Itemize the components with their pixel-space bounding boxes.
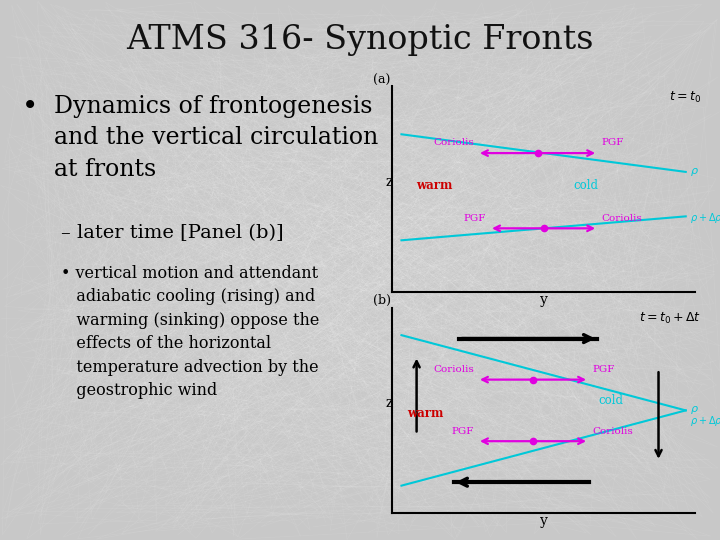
Text: warm: warm (408, 407, 444, 420)
Text: warm: warm (417, 179, 453, 192)
X-axis label: y: y (540, 515, 547, 528)
X-axis label: y: y (540, 293, 547, 307)
Text: cold: cold (598, 394, 623, 407)
Text: ATMS 316- Synoptic Fronts: ATMS 316- Synoptic Fronts (126, 24, 594, 56)
Text: $t = t_0$: $t = t_0$ (669, 90, 701, 105)
Text: PGF: PGF (464, 214, 486, 223)
Text: $t = t_0 + \Delta t$: $t = t_0 + \Delta t$ (639, 311, 701, 326)
Y-axis label: z: z (386, 396, 393, 410)
Text: $\rho$: $\rho$ (690, 404, 699, 416)
Text: Coriolis: Coriolis (433, 365, 474, 374)
Y-axis label: z: z (386, 175, 393, 189)
Text: – later time [Panel (b)]: – later time [Panel (b)] (61, 224, 284, 242)
Text: cold: cold (574, 179, 599, 192)
Text: PGF: PGF (601, 138, 624, 146)
Text: PGF: PGF (451, 427, 474, 436)
Text: $\rho + \Delta\rho$: $\rho + \Delta\rho$ (690, 414, 720, 428)
Text: •: • (22, 94, 38, 122)
Text: Coriolis: Coriolis (592, 427, 633, 436)
Text: (b): (b) (373, 293, 391, 307)
Text: $\rho$: $\rho$ (690, 166, 699, 178)
Text: $\rho + \Delta\rho$: $\rho + \Delta\rho$ (690, 211, 720, 225)
Text: Coriolis: Coriolis (433, 138, 474, 146)
Text: Coriolis: Coriolis (601, 214, 642, 223)
Text: PGF: PGF (592, 365, 614, 374)
Text: • vertical motion and attendant
   adiabatic cooling (rising) and
   warming (si: • vertical motion and attendant adiabati… (61, 265, 320, 399)
Text: Dynamics of frontogenesis
and the vertical circulation
at fronts: Dynamics of frontogenesis and the vertic… (54, 94, 378, 181)
Text: (a): (a) (373, 73, 390, 87)
